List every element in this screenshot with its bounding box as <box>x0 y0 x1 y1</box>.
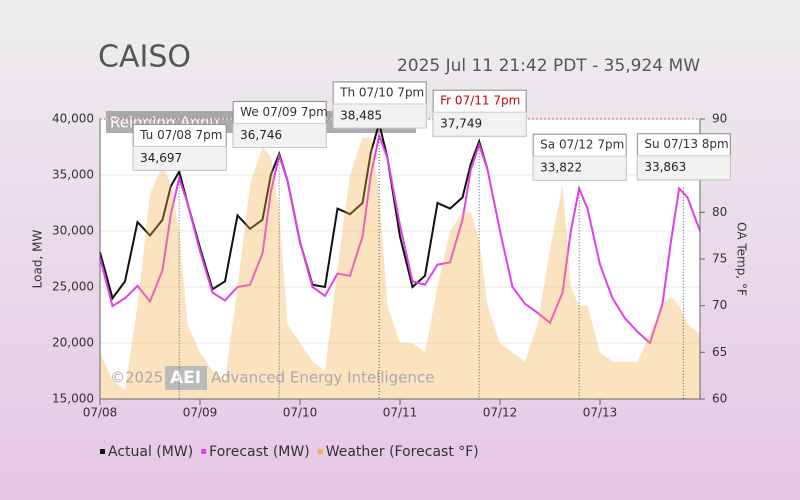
legend-swatch <box>100 449 105 454</box>
y-axis-label: Load, MW <box>31 230 45 289</box>
chart-title: CAISO <box>98 40 191 75</box>
y-tick-label: 40,000 <box>52 112 94 126</box>
legend-label: Actual (MW) <box>108 444 193 460</box>
watermark-box <box>165 366 207 390</box>
y2-tick-label: 75 <box>712 252 727 266</box>
annotation-value: 33,822 <box>540 161 582 175</box>
annotation-value: 34,697 <box>140 151 182 165</box>
annotation-value: 37,749 <box>440 117 482 131</box>
annotation-label: We 07/09 7pm <box>240 105 328 119</box>
y2-tick-label: 65 <box>712 345 727 359</box>
x-tick-label: 07/12 <box>483 406 518 420</box>
annotation-label: Su 07/13 8pm <box>644 137 728 151</box>
annotation-value: 38,485 <box>340 108 382 122</box>
annotation-divider <box>636 155 731 181</box>
x-tick-label: 07/08 <box>83 406 118 420</box>
watermark: AEI <box>170 368 201 388</box>
y2-tick-label: 70 <box>712 298 727 312</box>
y-tick-label: 25,000 <box>52 280 94 294</box>
annotation-divider <box>332 103 427 129</box>
y-tick-label: 35,000 <box>52 168 94 182</box>
annotation-label: Fr 07/11 7pm <box>440 94 520 108</box>
y2-axis-label: OA Temp, °F <box>735 222 749 296</box>
series-line <box>99 132 701 345</box>
annotation-divider <box>532 155 627 181</box>
y2-tick-label: 90 <box>712 112 727 126</box>
x-tick-label: 07/13 <box>583 406 618 420</box>
x-tick-label: 07/11 <box>383 406 418 420</box>
legend-swatch <box>201 449 207 454</box>
y-tick-label: 30,000 <box>52 224 94 238</box>
annotation-label: Tu 07/08 7pm <box>139 128 222 142</box>
chart-subtitle: 2025 Jul 11 21:42 PDT - 35,924 MW <box>397 56 700 76</box>
legend-swatch <box>317 449 323 454</box>
watermark: ©2025 <box>110 369 163 387</box>
x-tick-label: 07/09 <box>183 406 218 420</box>
annotation-label: Sa 07/12 7pm <box>540 138 624 152</box>
x-tick-label: 07/10 <box>283 406 318 420</box>
legend-label: Forecast (MW) <box>209 444 310 460</box>
annotation-divider <box>132 145 227 171</box>
weather-area <box>100 137 700 399</box>
y-tick-label: 15,000 <box>52 392 94 406</box>
annotation-value: 36,746 <box>240 128 282 142</box>
annotation-divider <box>232 122 327 148</box>
annotation-label: Th 07/10 7pm <box>339 85 424 99</box>
y2-tick-label: 60 <box>712 392 727 406</box>
y-tick-label: 20,000 <box>52 336 94 350</box>
watermark: Advanced Energy Intelligence <box>211 369 434 387</box>
legend-label: Weather (Forecast °F) <box>326 444 479 460</box>
y2-tick-label: 80 <box>712 205 727 219</box>
annotation-value: 33,863 <box>644 160 686 174</box>
annotation-divider <box>432 111 527 137</box>
